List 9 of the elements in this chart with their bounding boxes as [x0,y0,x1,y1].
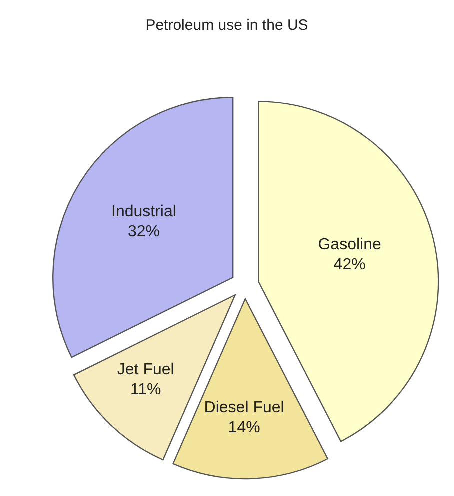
data-label: 11% [130,382,162,399]
chart-title: Petroleum use in the US [146,17,308,34]
data-label: 42% [334,256,366,274]
slice-label: Jet Fuel [117,362,174,379]
slice-label: Gasoline [318,236,382,254]
data-label: 32% [128,223,160,240]
slice-label: Industrial [112,203,176,220]
data-label: 14% [228,419,260,436]
slice-label: Diesel Fuel [204,399,284,416]
